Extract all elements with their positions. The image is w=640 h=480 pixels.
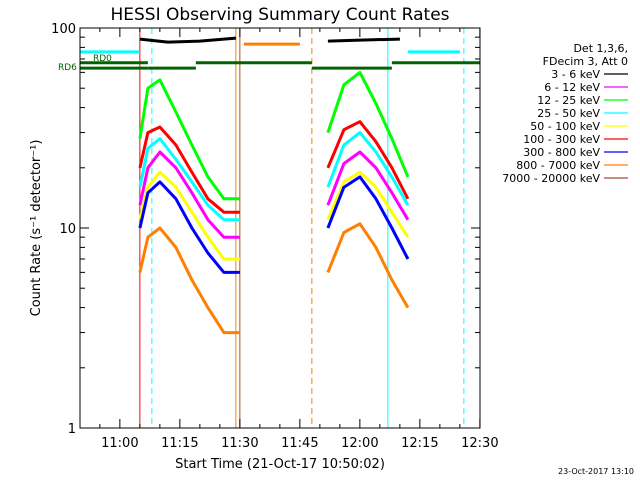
legend-entry-50-100-kev: 50 - 100 keV [530,120,600,133]
series-300-800-kev-segment-1 [326,175,410,260]
y-tick-label: 100 [51,22,76,37]
x-tick-label: 11:00 [101,436,138,451]
series-6-12-kev-segment-0 [138,150,240,239]
status-bars [80,42,480,70]
series-12-25-kev-segment-0 [138,78,240,201]
series-100-300-kev-segment-1 [326,120,410,200]
y-axis-label: Count Rate (s⁻¹ detector⁻¹) [29,140,44,317]
attenuator-label-rd6: RD6 [58,63,77,73]
x-tick-label: 12:15 [401,436,438,451]
x-tick-label: 11:45 [281,436,318,451]
series-800-7000-kev-segment-0 [138,226,240,335]
chart-title: HESSI Observing Summary Count Rates [110,5,449,25]
legend-entry-6-12-kev: 6 - 12 keV [544,81,600,94]
data-series [138,36,410,335]
series-300-800-kev-segment-0 [138,180,240,274]
legend-entry-800-7000-kev: 800 - 7000 keV [516,159,600,172]
legend-entry-25-50-kev: 25 - 50 keV [537,107,600,120]
legend-entry-100-300-kev: 100 - 300 keV [523,133,600,146]
series-25-50-kev-segment-0 [138,137,240,222]
legend-header-line: Det 1,3,6, [573,42,628,55]
x-tick-label: 12:00 [341,436,378,451]
attenuator-label-rd0: RD0 [93,54,112,64]
legend-entry-12-25-kev: 12 - 25 keV [537,94,600,107]
x-tick-label: 11:30 [221,436,258,451]
footer-date: 23-Oct-2017 13:10 [558,467,634,476]
series-25-50-kev-segment-1 [326,131,410,206]
legend-entry-3-6-kev: 3 - 6 keV [551,68,600,81]
legend-entry-7000-20000-kev: 7000 - 20000 keV [502,172,600,185]
x-axis-label: Start Time (21-Oct-17 10:50:02) [175,457,385,472]
series-100-300-kev-segment-0 [138,125,240,214]
y-tick-label: 1 [68,422,76,437]
series-12-25-kev-segment-1 [326,70,410,178]
series-3-6-kev-segment-0 [139,36,237,44]
y-tick-label: 10 [59,222,76,237]
series-800-7000-kev-segment-1 [326,222,410,309]
legend-entry-300-800-kev: 300 - 800 keV [523,146,600,159]
x-tick-label: 11:15 [161,436,198,451]
series-6-12-kev-segment-1 [326,150,410,221]
series-3-6-kev-segment-1 [327,37,400,43]
series-50-100-kev-segment-1 [326,170,410,239]
series-50-100-kev-segment-0 [138,170,240,261]
x-axis: 11:00 11:15 11:30 11:45 12:00 12:15 12:30 [99,28,499,451]
x-tick-label: 12:30 [461,436,498,451]
legend-header-line: FDecim 3, Att 0 [543,55,628,68]
y-axis: 1 10 100 [51,22,480,437]
event-markers [79,28,465,428]
